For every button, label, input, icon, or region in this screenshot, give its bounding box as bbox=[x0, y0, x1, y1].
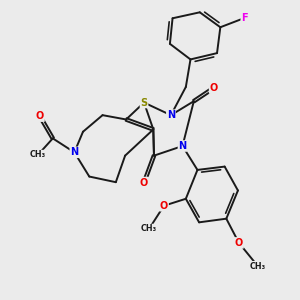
Text: O: O bbox=[160, 201, 168, 211]
Text: N: N bbox=[167, 110, 175, 120]
Text: O: O bbox=[140, 178, 148, 188]
Text: CH₃: CH₃ bbox=[30, 151, 46, 160]
Text: O: O bbox=[210, 83, 218, 93]
Text: CH₃: CH₃ bbox=[250, 262, 266, 271]
Text: F: F bbox=[241, 13, 248, 23]
Text: CH₃: CH₃ bbox=[141, 224, 157, 233]
Text: O: O bbox=[235, 238, 243, 248]
Text: O: O bbox=[36, 111, 44, 121]
Text: S: S bbox=[140, 98, 148, 108]
Text: N: N bbox=[70, 147, 78, 157]
Text: N: N bbox=[178, 141, 187, 151]
